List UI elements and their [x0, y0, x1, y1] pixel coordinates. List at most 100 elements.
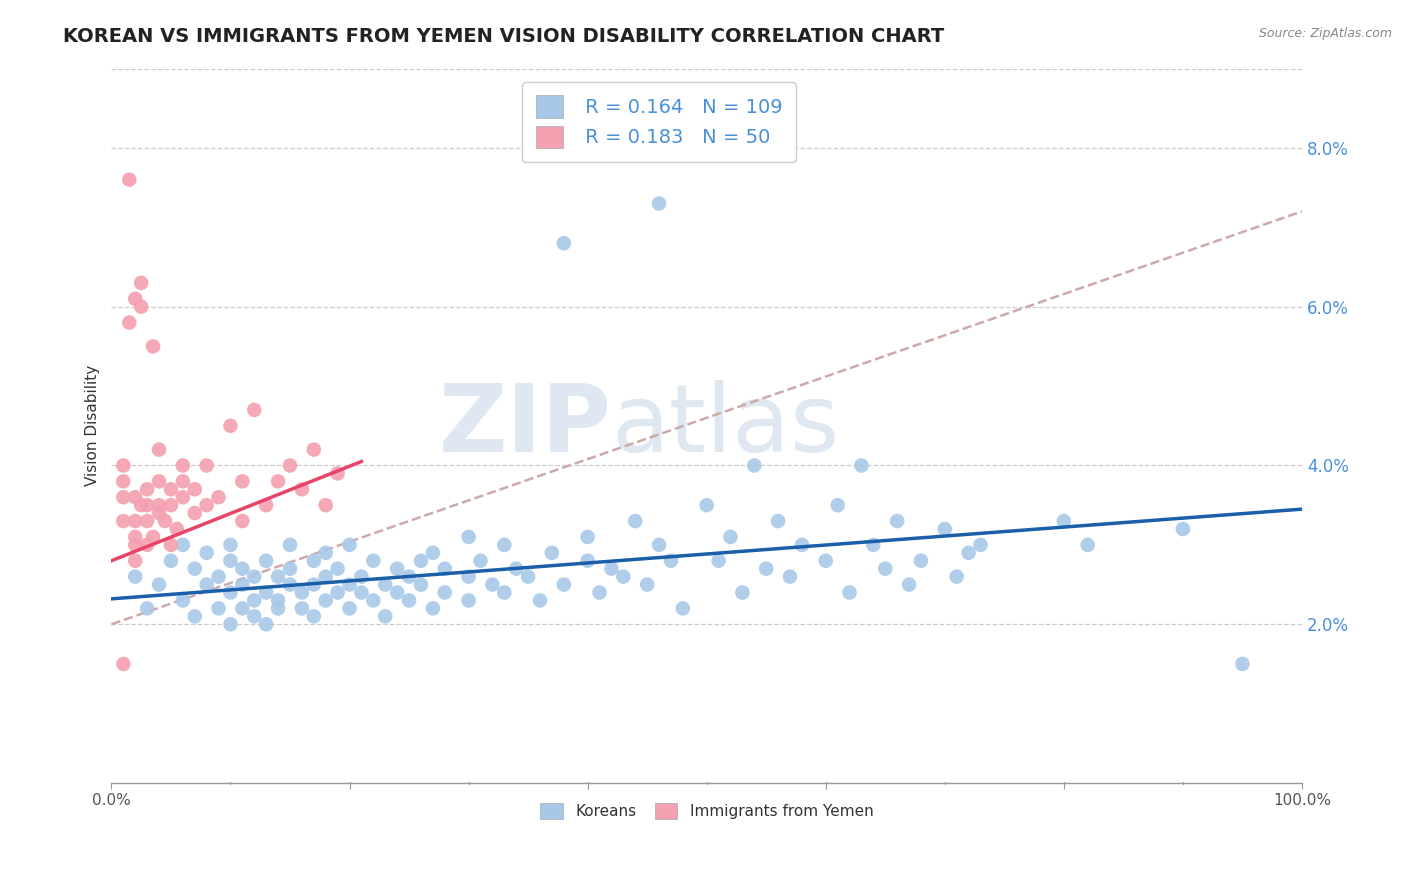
Point: [148, 498, 170, 512]
Point: [790, 538, 813, 552]
Point: [136, 538, 159, 552]
Point: [136, 483, 159, 497]
Point: [184, 506, 207, 520]
Point: [648, 538, 671, 552]
Point: [470, 554, 492, 568]
Point: [231, 475, 253, 489]
Point: [505, 562, 527, 576]
Point: [457, 530, 479, 544]
Point: [231, 601, 253, 615]
Point: [195, 458, 218, 473]
Point: [910, 554, 932, 568]
Point: [243, 593, 266, 607]
Legend: Koreans, Immigrants from Yemen: Koreans, Immigrants from Yemen: [534, 797, 880, 825]
Point: [886, 514, 908, 528]
Point: [118, 172, 141, 186]
Point: [731, 585, 754, 599]
Point: [124, 514, 146, 528]
Point: [267, 593, 290, 607]
Point: [231, 514, 253, 528]
Point: [136, 514, 159, 528]
Point: [184, 483, 207, 497]
Point: [363, 593, 385, 607]
Point: [207, 601, 229, 615]
Text: atlas: atlas: [612, 380, 839, 472]
Point: [207, 490, 229, 504]
Point: [291, 585, 314, 599]
Text: Source: ZipAtlas.com: Source: ZipAtlas.com: [1258, 27, 1392, 40]
Point: [231, 577, 253, 591]
Point: [553, 577, 575, 591]
Point: [112, 514, 135, 528]
Point: [243, 609, 266, 624]
Point: [124, 554, 146, 568]
Point: [142, 530, 165, 544]
Point: [136, 601, 159, 615]
Point: [219, 418, 242, 433]
Point: [195, 546, 218, 560]
Point: [172, 538, 194, 552]
Point: [124, 569, 146, 583]
Point: [278, 577, 301, 591]
Point: [457, 593, 479, 607]
Point: [148, 506, 170, 520]
Point: [172, 490, 194, 504]
Point: [648, 196, 671, 211]
Point: [243, 403, 266, 417]
Point: [302, 554, 325, 568]
Point: [553, 236, 575, 251]
Point: [481, 577, 503, 591]
Point: [124, 538, 146, 552]
Point: [315, 593, 337, 607]
Point: [219, 585, 242, 599]
Point: [129, 276, 152, 290]
Point: [254, 617, 277, 632]
Point: [148, 475, 170, 489]
Point: [166, 522, 188, 536]
Point: [541, 546, 564, 560]
Point: [409, 554, 432, 568]
Point: [350, 585, 373, 599]
Point: [957, 546, 980, 560]
Point: [814, 554, 837, 568]
Point: [219, 617, 242, 632]
Point: [267, 475, 290, 489]
Point: [398, 593, 420, 607]
Point: [385, 562, 408, 576]
Point: [838, 585, 860, 599]
Point: [160, 538, 183, 552]
Point: [696, 498, 718, 512]
Point: [457, 569, 479, 583]
Point: [326, 467, 349, 481]
Point: [422, 546, 444, 560]
Point: [339, 538, 361, 552]
Point: [875, 562, 897, 576]
Point: [254, 498, 277, 512]
Point: [291, 601, 314, 615]
Point: [433, 562, 456, 576]
Point: [160, 498, 183, 512]
Point: [517, 569, 540, 583]
Point: [339, 601, 361, 615]
Point: [422, 601, 444, 615]
Point: [172, 593, 194, 607]
Point: [184, 609, 207, 624]
Point: [636, 577, 658, 591]
Point: [219, 538, 242, 552]
Point: [588, 585, 610, 599]
Point: [142, 339, 165, 353]
Point: [129, 300, 152, 314]
Point: [148, 442, 170, 457]
Point: [302, 609, 325, 624]
Point: [862, 538, 884, 552]
Point: [779, 569, 801, 583]
Point: [969, 538, 991, 552]
Point: [398, 569, 420, 583]
Point: [254, 554, 277, 568]
Point: [672, 601, 695, 615]
Point: [1171, 522, 1194, 536]
Point: [124, 530, 146, 544]
Point: [315, 498, 337, 512]
Point: [1232, 657, 1254, 671]
Point: [195, 498, 218, 512]
